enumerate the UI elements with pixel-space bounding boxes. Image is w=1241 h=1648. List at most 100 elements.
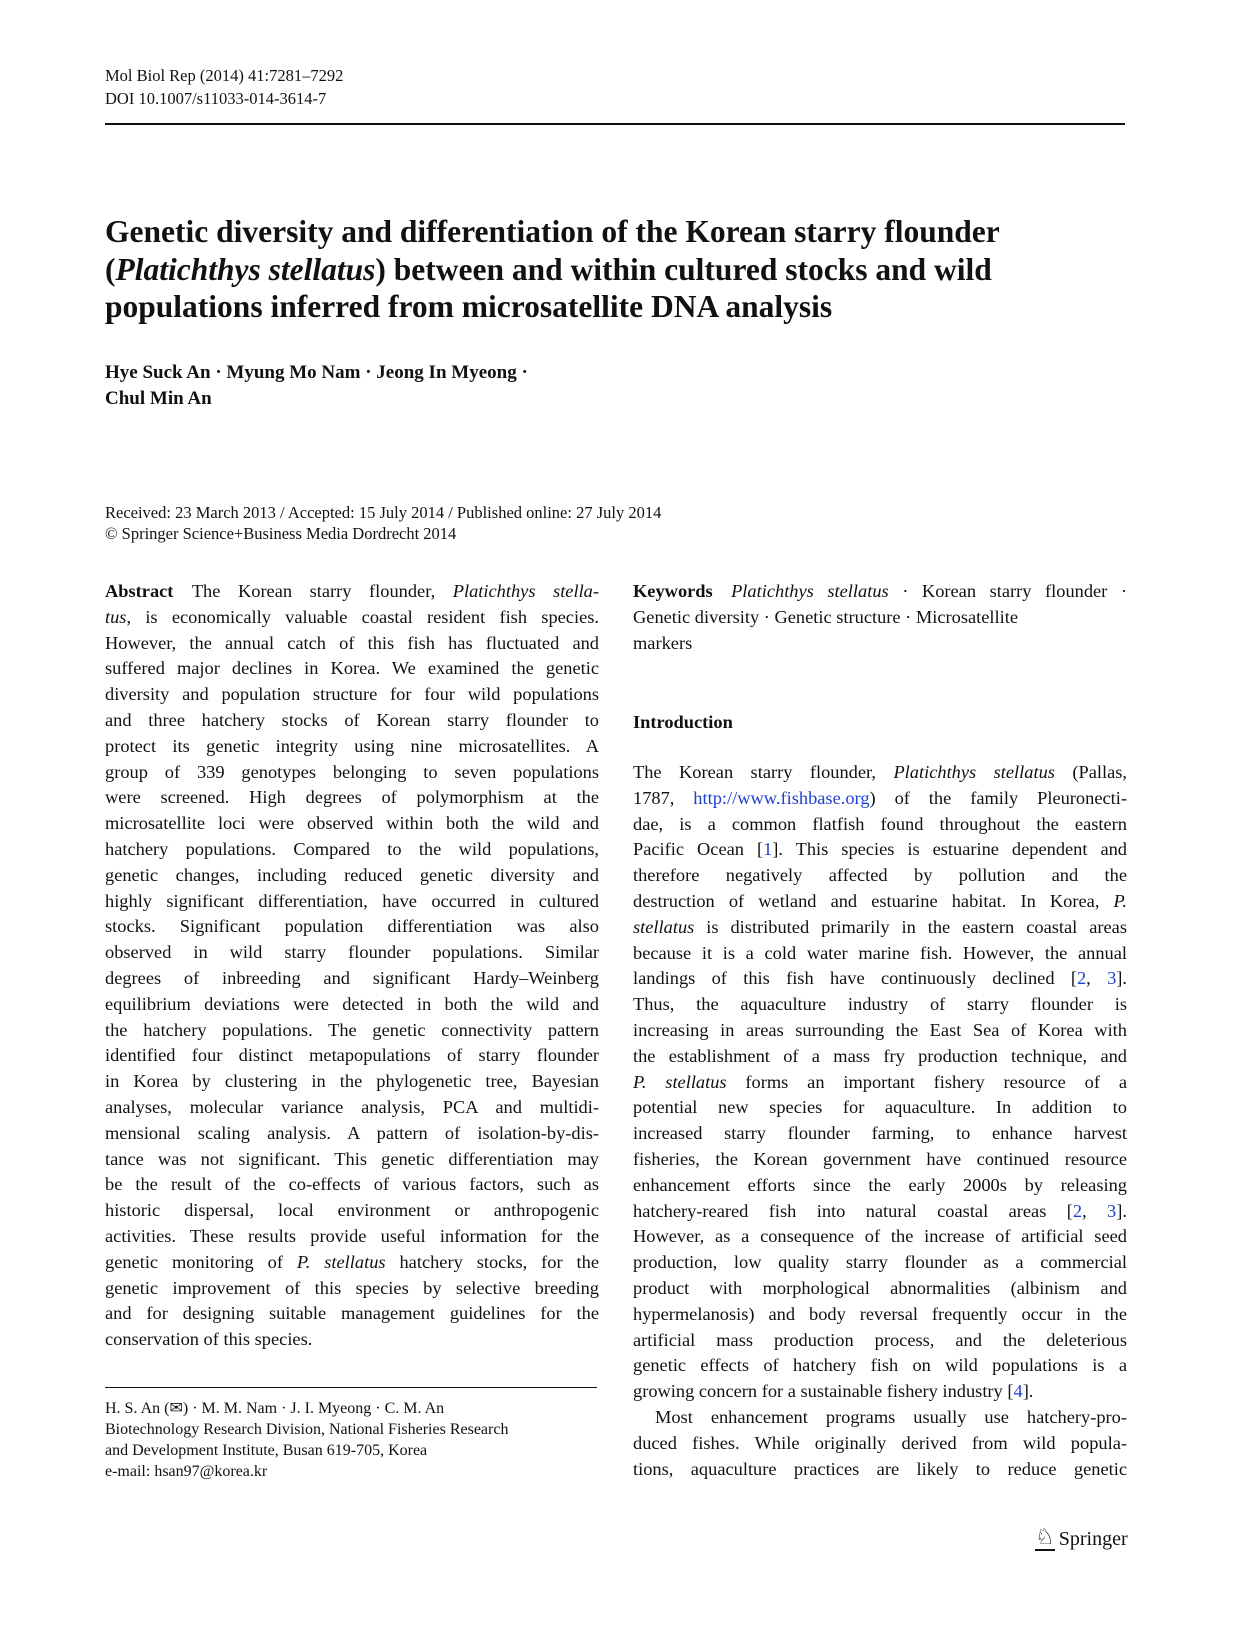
text-line: group of 339 genotypes belonging to seve… — [105, 760, 599, 786]
text-segment: historic dispersal, local environment or… — [105, 1200, 599, 1221]
text-line: Thus, the aquaculture industry of starry… — [633, 992, 1127, 1018]
text-segment: in Korea by clustering in the phylogenet… — [105, 1071, 599, 1092]
text-line: fisheries, the Korean government have co… — [633, 1147, 1127, 1173]
publication-history: Received: 23 March 2013 / Accepted: 15 J… — [105, 502, 661, 544]
text-segment: Genetic diversity and differentiation of… — [105, 214, 1000, 249]
text-segment: activities. These results provide useful… — [105, 1225, 599, 1246]
text-line: suffered major declines in Korea. We exa… — [105, 656, 599, 682]
link[interactable]: 1 — [763, 839, 773, 860]
text-line: P. stellatus forms an important fishery … — [633, 1070, 1127, 1096]
text-segment — [713, 581, 731, 601]
text-segment: ]. This species is estuarine dependent a… — [772, 839, 1127, 860]
text-line: genetic monitoring of P. stellatus hatch… — [105, 1250, 599, 1276]
introduction-paragraph-1: The Korean starry flounder, Platichthys … — [633, 760, 1127, 1405]
footnote-affiliation: and Development Institute, Busan 619-705… — [105, 1442, 428, 1459]
text-segment: , is economically valuable coastal resid… — [126, 606, 599, 627]
italic-text: P. stellatus — [633, 1071, 727, 1092]
text-line: production, low quality starry flounder … — [633, 1250, 1127, 1276]
text-line: microsatellite loci were observed within… — [105, 811, 599, 837]
text-segment: markers — [633, 632, 693, 653]
text-line: mensional scaling analysis. A pattern of… — [105, 1121, 599, 1147]
text-line: tus, is economically valuable coastal re… — [105, 605, 599, 631]
text-segment: production, low quality starry flounder … — [633, 1252, 1127, 1273]
text-segment: stocks. Significant population different… — [105, 916, 599, 937]
text-segment: observed in wild starry flounder populat… — [105, 942, 599, 963]
text-segment: be the result of the co-effects of vario… — [105, 1174, 599, 1195]
text-line: growing concern for a sustainable fisher… — [633, 1379, 1127, 1405]
footnote-rule — [105, 1387, 597, 1388]
text-line: landings of this fish have continuously … — [633, 966, 1127, 992]
text-line: stocks. Significant population different… — [105, 914, 599, 940]
text-segment: However, as a consequence of the increas… — [633, 1226, 1127, 1247]
text-line: observed in wild starry flounder populat… — [105, 940, 599, 966]
text-segment: increased starry flounder farming, to en… — [633, 1123, 1127, 1144]
text-line: stellatus is distributed primarily in th… — [633, 915, 1127, 941]
text-segment: (Pallas, — [1054, 762, 1127, 782]
text-line: Genetic diversity · Genetic structure · … — [633, 605, 1127, 631]
text-segment: dae, is a common flatfish found througho… — [633, 813, 1127, 834]
text-line: 1787, http://www.fishbase.org) of the fa… — [633, 786, 1127, 812]
text-segment: hatchery populations. Compared to the wi… — [105, 838, 599, 859]
text-segment: fisheries, the Korean government have co… — [633, 1148, 1127, 1169]
text-segment: suffered major declines in Korea. We exa… — [105, 658, 599, 679]
text-segment: equilibrium deviations were detected in … — [105, 993, 599, 1014]
text-segment: 1787, — [633, 787, 694, 808]
text-segment: increasing in areas surrounding the East… — [633, 1019, 1127, 1040]
text-segment: protect its genetic integrity using nine… — [105, 735, 599, 756]
text-segment: genetic monitoring of — [105, 1251, 297, 1272]
text-segment: enhancement efforts since the early 2000… — [633, 1174, 1127, 1195]
italic-text: P. — [1113, 890, 1127, 911]
text-line: Abstract The Korean starry flounder, Pla… — [105, 579, 599, 605]
link[interactable]: 2 — [1072, 1200, 1083, 1221]
doi: DOI 10.1007/s11033-014-3614-7 — [105, 89, 327, 108]
text-segment: destruction of wetland and estuarine hab… — [633, 890, 1114, 911]
text-segment: The Korean starry flounder, — [633, 762, 894, 782]
italic-text: P. stellatus — [296, 1251, 386, 1272]
link[interactable]: 3 — [1107, 1200, 1117, 1221]
author-affiliation-footnote: H. S. An (✉) · M. M. Nam · J. I. Myeong … — [105, 1398, 508, 1482]
text-segment: ]. — [1116, 1200, 1127, 1221]
copyright-line: © Springer Science+Business Media Dordre… — [105, 524, 457, 543]
text-line: tions, aquaculture practices are likely … — [633, 1457, 1127, 1483]
text-segment: landings of this fish have continuously … — [633, 968, 1077, 989]
link[interactable]: 2 — [1076, 968, 1087, 989]
text-line: populations inferred from microsatellite… — [105, 288, 1105, 326]
text-line: hatchery populations. Compared to the wi… — [105, 837, 599, 863]
italic-text: stellatus — [633, 916, 695, 937]
bold-label: Abstract — [105, 581, 174, 601]
text-line: genetic changes, including reduced genet… — [105, 863, 599, 889]
link[interactable]: 3 — [1107, 968, 1117, 989]
running-header: Mol Biol Rep (2014) 41:7281–7292 DOI 10.… — [105, 64, 343, 110]
text-segment: potential new species for aquaculture. I… — [633, 1097, 1127, 1118]
italic-text: Platichthys stella- — [452, 581, 599, 601]
introduction-paragraph-2: Most enhancement programs usually use ha… — [633, 1405, 1127, 1482]
text-segment: and three hatchery stocks of Korean star… — [105, 709, 599, 730]
text-segment: the hatchery populations. The genetic co… — [105, 1019, 599, 1040]
text-line: hatchery-reared fish into natural coasta… — [633, 1199, 1127, 1225]
text-line: in Korea by clustering in the phylogenet… — [105, 1069, 599, 1095]
text-segment: genetic effects of hatchery fish on wild… — [633, 1355, 1127, 1376]
text-segment: tance was not significant. This genetic … — [105, 1148, 599, 1169]
link[interactable]: 4 — [1013, 1381, 1023, 1402]
text-segment: therefore negatively affected by polluti… — [633, 865, 1127, 886]
text-segment: , — [1086, 968, 1108, 989]
italic-text: Platichthys stellatus — [115, 251, 376, 287]
text-segment: diversity and population structure for f… — [105, 684, 599, 705]
text-line: enhancement efforts since the early 2000… — [633, 1173, 1127, 1199]
text-line: potential new species for aquaculture. I… — [633, 1095, 1127, 1121]
text-segment: hypermelanosis) and body reversal freque… — [633, 1303, 1127, 1324]
text-segment: ) between and within cultured stocks and… — [375, 251, 992, 287]
text-line: highly significant differentiation, have… — [105, 889, 599, 915]
text-line: were screened. High degrees of polymorph… — [105, 785, 599, 811]
text-line: hypermelanosis) and body reversal freque… — [633, 1302, 1127, 1328]
text-line: tance was not significant. This genetic … — [105, 1147, 599, 1173]
keywords: Keywords Platichthys stellatus · Korean … — [633, 579, 1127, 656]
text-segment: ]. — [1022, 1381, 1034, 1402]
springer-logo: ♘ Springer — [1035, 1527, 1128, 1551]
article-title: Genetic diversity and differentiation of… — [105, 213, 1105, 326]
italic-text: Platichthys stellatus — [893, 762, 1055, 782]
text-line: dae, is a common flatfish found througho… — [633, 812, 1127, 838]
text-line: activities. These results provide useful… — [105, 1224, 599, 1250]
link[interactable]: http://www.fishbase.org — [693, 787, 870, 808]
text-segment: Most enhancement programs usually use ha… — [655, 1407, 1127, 1427]
